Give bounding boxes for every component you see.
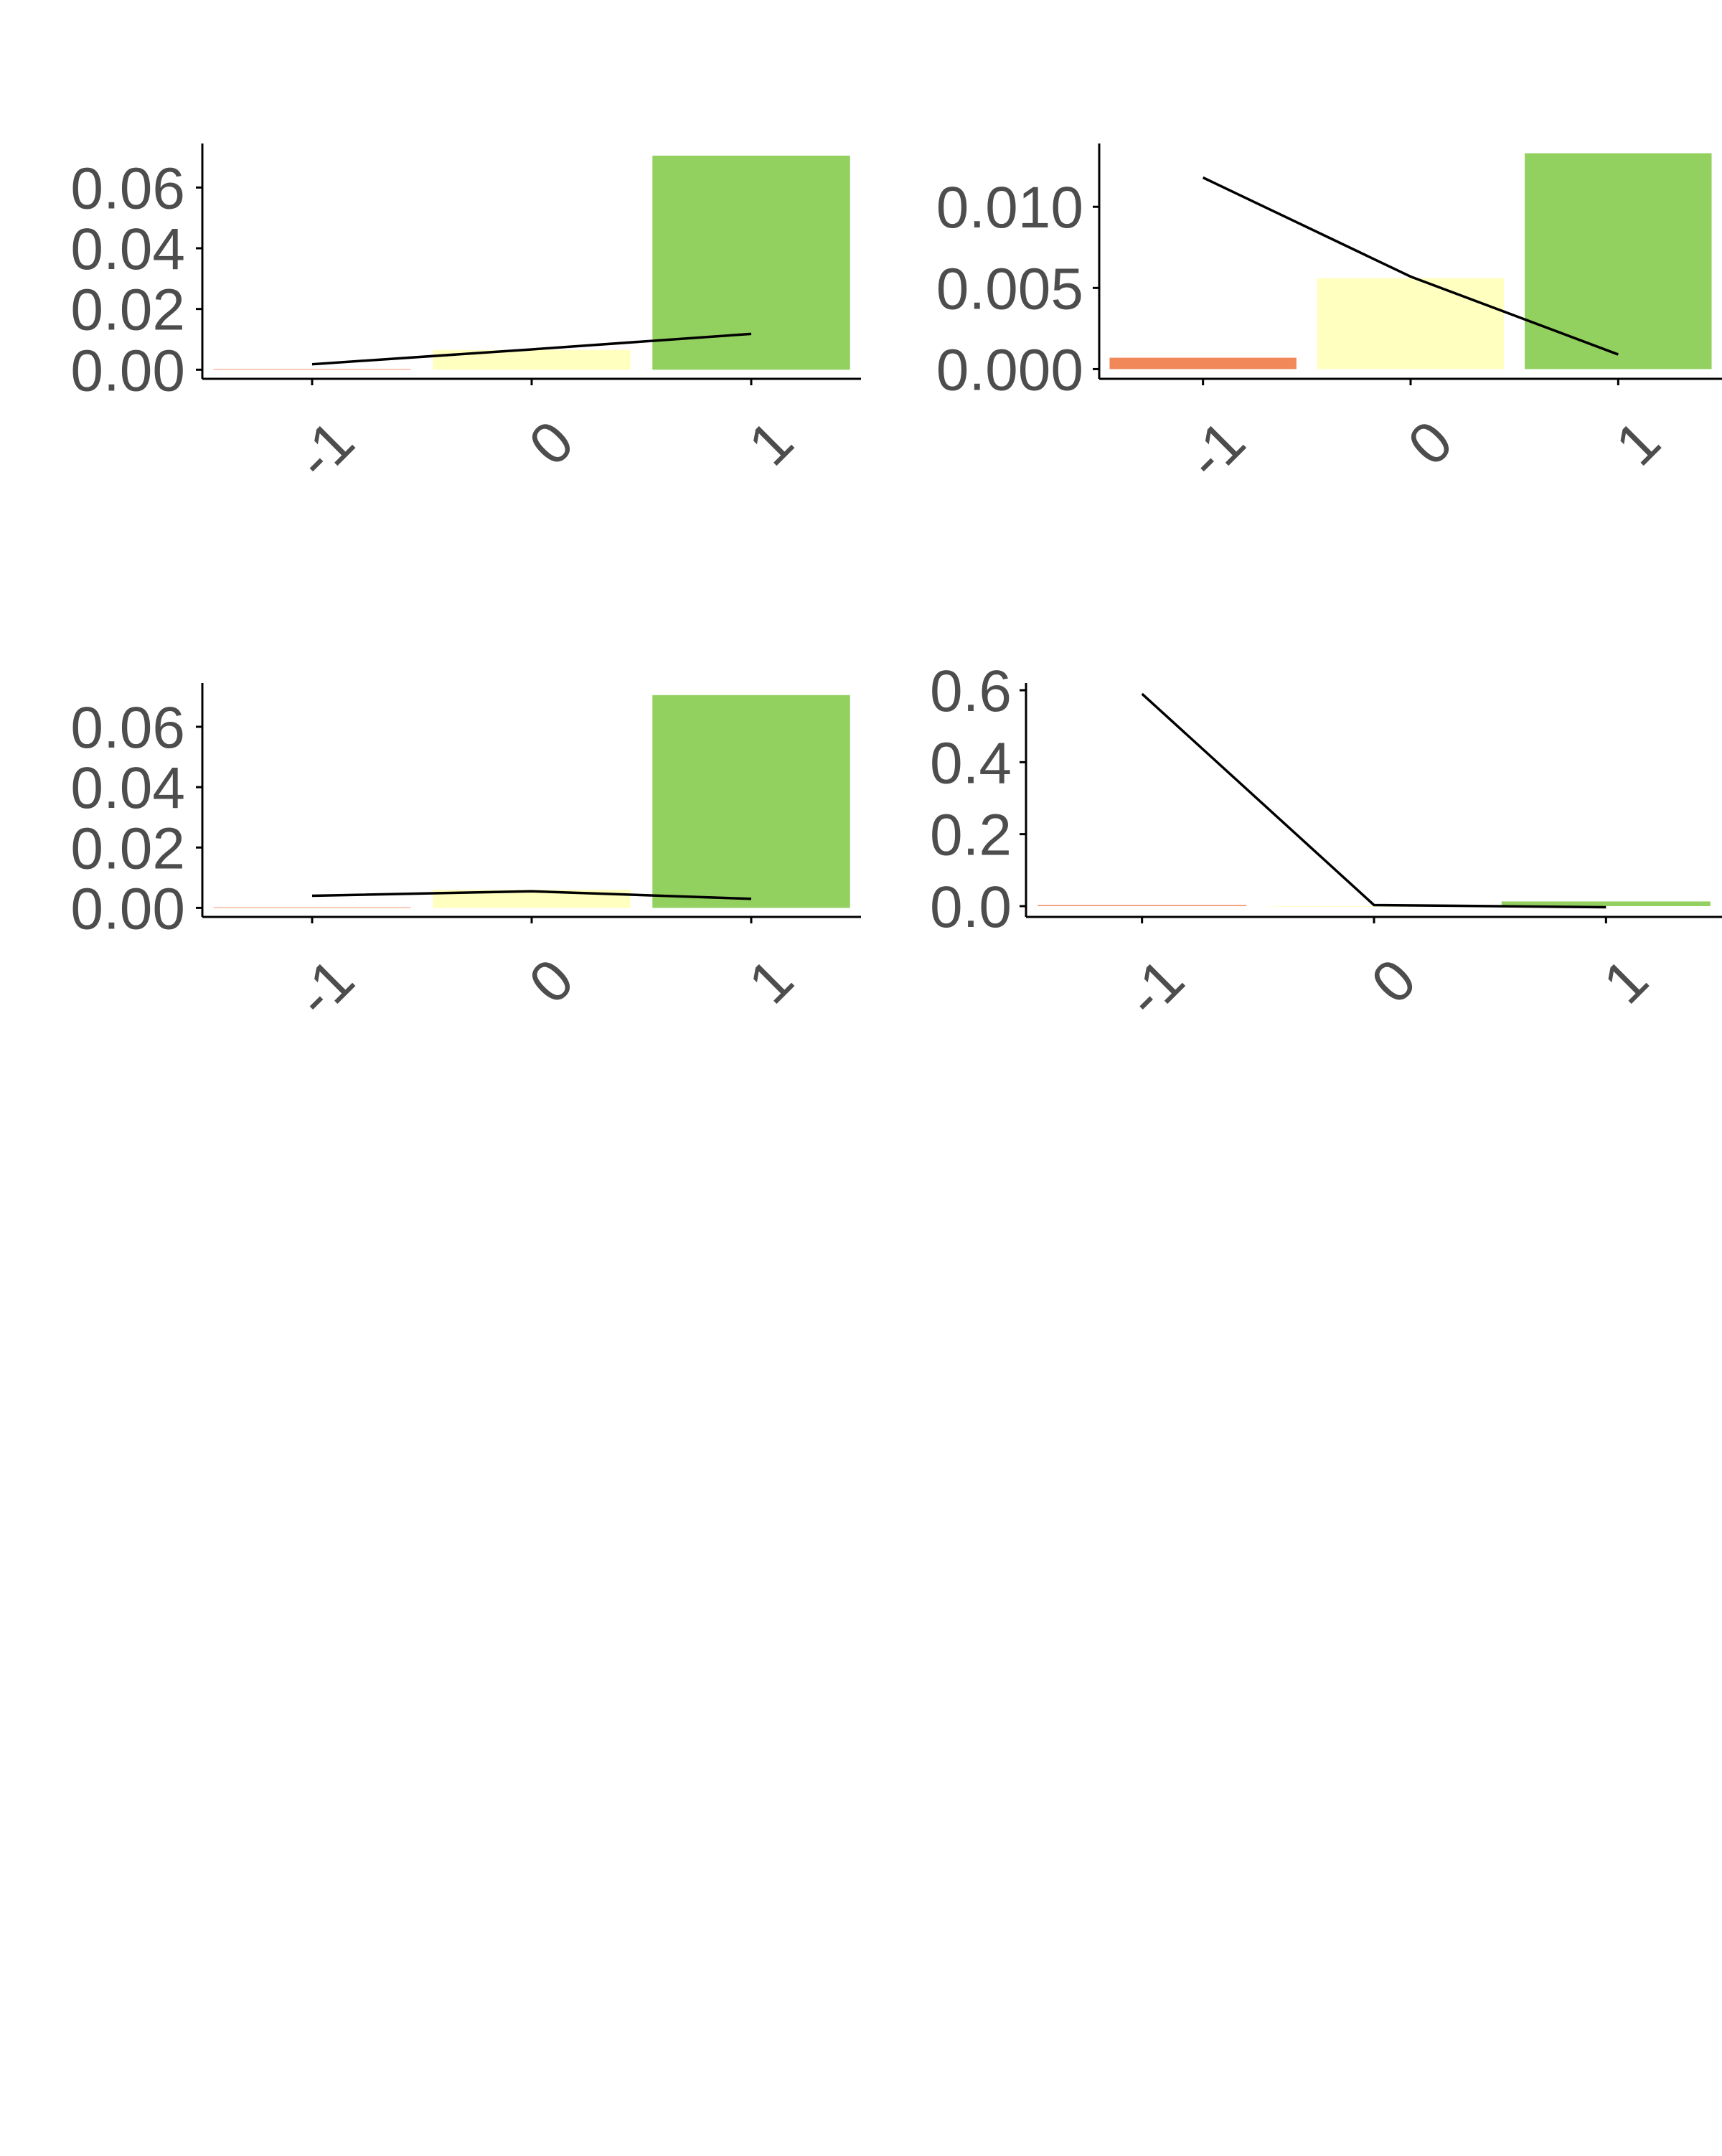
y-tick-label: 0.02 [70,278,185,343]
y-tick-label: 0.010 [936,175,1083,240]
y-tick-label: 0.005 [936,256,1083,321]
y-tick-label: 0.00 [70,876,185,941]
bar-1 [1501,901,1711,906]
series-line [311,890,752,900]
bar--1 [1038,905,1247,906]
series-line [311,332,752,366]
y-tick-label: 0.02 [70,816,185,881]
series-line [1141,692,1606,909]
y-tick-label: 0.2 [930,803,1012,868]
y-tick-label: 0.0 [930,875,1012,940]
y-tick-label: 0.06 [70,695,185,761]
y-tick-label: 0.00 [70,338,185,403]
series-line [1202,176,1619,356]
y-tick-label: 0.04 [70,217,185,282]
y-tick-label: 0.04 [70,755,185,821]
chart-panel-1: 0.000.020.040.06-1 0 1 [70,143,861,492]
y-tick-label: 0.06 [70,156,185,221]
bar-0 [1269,905,1479,907]
chart-panel-3: 0.000.020.040.06-1 0 1 [70,683,861,1030]
bar--1 [1109,357,1297,369]
bar-0 [1317,278,1505,369]
y-tick-label: 0.6 [930,659,1012,724]
bar-1 [652,695,850,908]
y-tick-label: 0.000 [936,337,1083,403]
y-tick-label: 0.4 [930,730,1012,796]
bar-1 [1525,153,1712,369]
